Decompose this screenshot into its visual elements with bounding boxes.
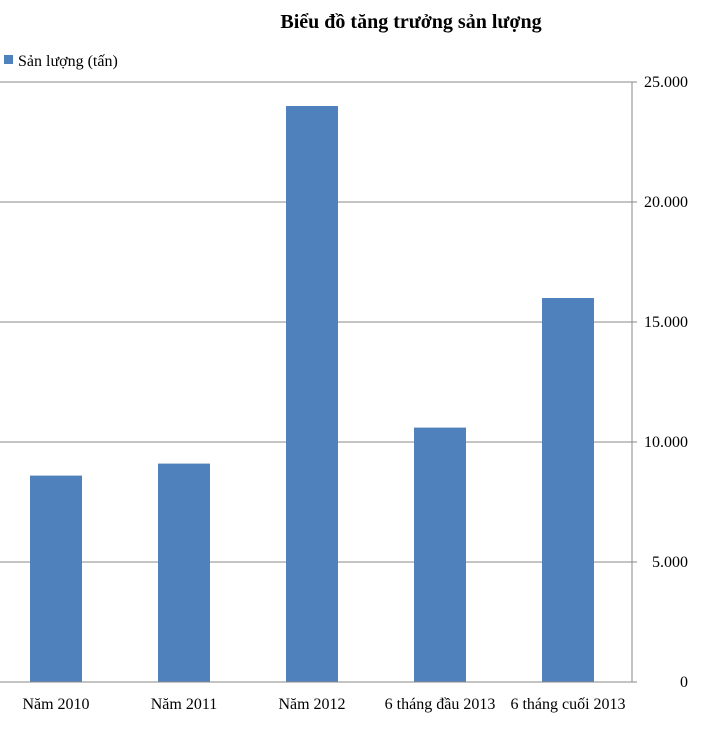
- bar: [414, 427, 466, 682]
- chart-title: Biểu đồ tăng trưởng sản lượng: [280, 11, 541, 33]
- y-tick-label: 10.000: [644, 434, 688, 451]
- x-tick-label: Năm 2011: [151, 696, 218, 713]
- x-tick-label: Năm 2012: [278, 696, 345, 713]
- bar: [286, 106, 338, 682]
- y-tick-label: 20.000: [644, 194, 688, 211]
- x-tick-label: 6 tháng đầu 2013: [385, 696, 496, 713]
- y-tick-label: 25.000: [644, 74, 688, 91]
- x-tick-labels: Năm 2010 Năm 2011 Năm 2012 6 tháng đầu 2013…: [22, 696, 625, 713]
- legend: Sản lượng (tấn): [4, 53, 118, 70]
- x-tick-label: Năm 2010: [22, 696, 89, 713]
- legend-swatch: [4, 55, 13, 64]
- bars: [30, 106, 594, 682]
- y-tick-labels: 0 5.000 10.000 15.000 20.000 25.000: [644, 74, 688, 691]
- bar: [158, 463, 210, 682]
- y-tick-label: 5.000: [652, 554, 688, 571]
- legend-label: Sản lượng (tấn): [18, 53, 118, 70]
- x-tick-label: 6 tháng cuối 2013: [510, 696, 625, 713]
- y-tick-label: 15.000: [644, 314, 688, 331]
- bar: [542, 298, 594, 682]
- bar: [30, 475, 82, 682]
- y-tick-label: 0: [680, 674, 688, 691]
